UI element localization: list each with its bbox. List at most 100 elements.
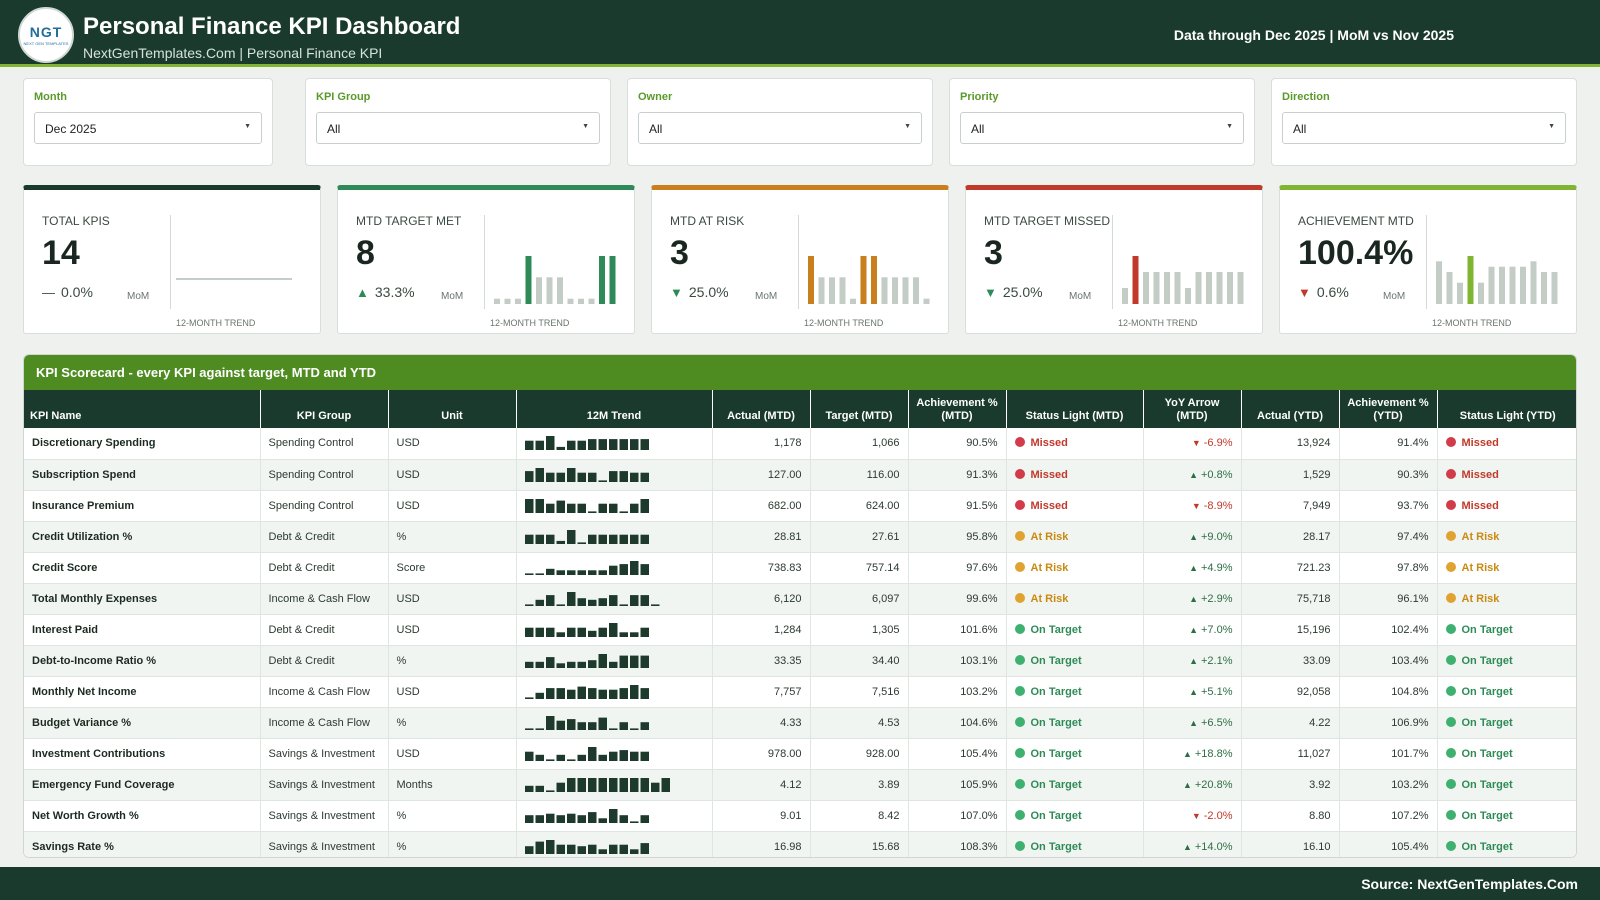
kpi-sparkline — [808, 256, 930, 304]
status-light-icon — [1445, 530, 1456, 541]
table-row[interactable]: Net Worth Growth % Savings & Investment% 9… — [24, 800, 1576, 832]
kpi-group-cell: Debt & Credit — [260, 521, 389, 553]
spark-bar — [494, 298, 500, 304]
status-ytd-cell: Missed — [1437, 459, 1576, 491]
target-mtd-cell: 928.00 — [810, 738, 909, 770]
achievement-mtd-cell: 91.3% — [908, 459, 1007, 491]
status-text: Missed — [1461, 499, 1499, 512]
kpi-value: 100.4% — [1298, 234, 1414, 272]
table-row[interactable]: Savings Rate % Savings & Investment% 16.98… — [24, 831, 1576, 857]
status-text: On Target — [1461, 716, 1513, 729]
trend-sparkline — [524, 591, 659, 606]
trend-cell — [516, 676, 713, 708]
trend-sparkline — [524, 839, 649, 854]
kpi-name-cell: Insurance Premium — [24, 490, 261, 522]
spark-bar — [1132, 256, 1139, 304]
trend-bar — [566, 467, 575, 482]
status-text: At Risk — [1461, 592, 1500, 605]
column-header[interactable]: Achievement % (YTD) — [1339, 390, 1438, 428]
yoy-cell: ▲ +0.8% — [1143, 459, 1242, 491]
table-row[interactable]: Budget Variance % Income & Cash Flow% 4.33… — [24, 707, 1576, 739]
table-row[interactable]: Credit Score Debt & Credit Score 738.83 757.… — [24, 552, 1576, 584]
achievement-ytd-cell: 96.1% — [1339, 583, 1438, 615]
achievement-ytd-cell: 97.4% — [1339, 521, 1438, 553]
table-row[interactable]: Investment Contributions Savings & Invest… — [24, 738, 1576, 770]
column-header[interactable]: Unit — [388, 390, 517, 428]
spark-bar — [1237, 272, 1244, 304]
unit-cell: USD — [388, 614, 517, 646]
column-header[interactable]: Status Light (MTD) — [1006, 390, 1144, 428]
table-row[interactable]: Interest Paid Debt & Credit USD 1,284 1,305 1… — [24, 614, 1576, 646]
direction-select[interactable]: All ▼ — [1282, 112, 1566, 144]
app-footer: Source: NextGenTemplates.Com — [0, 867, 1600, 900]
spark-bar — [504, 298, 511, 304]
target-mtd-cell: 15.68 — [810, 831, 909, 857]
table-row[interactable]: Total Monthly Expenses Income & Cash Flow… — [24, 583, 1576, 615]
month-select[interactable]: Dec 2025 ▼ — [34, 112, 262, 144]
table-row[interactable]: Emergency Fund Coverage Savings & Investm… — [24, 769, 1576, 801]
kpi-title: TOTAL KPIS — [42, 214, 110, 228]
kpi-group-select[interactable]: All ▼ — [316, 112, 600, 144]
trend-sparkline — [524, 777, 670, 792]
column-header[interactable]: Actual (YTD) — [1241, 390, 1340, 428]
kpi-name-cell: Subscription Spend — [24, 459, 261, 491]
trend-bar — [587, 630, 596, 637]
trend-bar — [608, 844, 617, 854]
filter-label: Priority — [960, 91, 999, 103]
trend-bar — [598, 754, 607, 761]
table-row[interactable]: Credit Utilization % Debt & Credit% 28.81 2… — [24, 521, 1576, 553]
trend-bar — [556, 720, 565, 730]
target-mtd-cell: 1,066 — [810, 428, 909, 460]
actual-mtd-cell: 127.00 — [712, 459, 811, 491]
target-mtd-cell: 7,516 — [810, 676, 909, 708]
trend-bar — [566, 440, 575, 451]
kpi-card: MTD TARGET MISSED 3 ▼ 25.0% MoM 12-MONTH TREN… — [965, 185, 1263, 334]
achievement-mtd-cell: 105.4% — [908, 738, 1007, 770]
table-header-row: KPI Name KPI Group Unit 12M Trend Actual… — [24, 390, 1576, 428]
column-header[interactable]: Actual (MTD) — [712, 390, 811, 428]
column-header[interactable]: 12M Trend — [516, 390, 713, 428]
trend-bar — [619, 721, 628, 730]
column-header[interactable]: YoY Arrow (MTD) — [1143, 390, 1242, 428]
trend-bar — [577, 721, 586, 730]
target-mtd-cell: 757.14 — [810, 552, 909, 584]
spark-bar — [1467, 256, 1474, 304]
arrow-up-icon: ▲ — [1189, 624, 1198, 635]
column-header[interactable]: KPI Group — [260, 390, 389, 428]
trend-bar — [608, 751, 617, 761]
trend-bar — [587, 746, 596, 761]
table-row[interactable]: Insurance Premium Spending Control USD 682.… — [24, 490, 1576, 522]
status-mtd-cell: On Target — [1006, 769, 1144, 801]
status-light-icon — [1014, 654, 1025, 665]
status-text: Missed — [1030, 468, 1068, 481]
status-mtd-cell: At Risk — [1006, 521, 1144, 553]
spark-bar — [609, 256, 616, 304]
owner-select[interactable]: All ▼ — [638, 112, 922, 144]
trend-bar — [545, 758, 554, 761]
table-row[interactable]: Debt-to-Income Ratio % Debt & Credit% 33.3… — [24, 645, 1576, 677]
achievement-ytd-cell: 105.4% — [1339, 831, 1438, 857]
kpi-title: MTD TARGET MISSED — [984, 214, 1111, 228]
table-row[interactable]: Subscription Spend Spending Control USD 127… — [24, 459, 1576, 491]
column-header[interactable]: Target (MTD) — [810, 390, 909, 428]
spark-bar — [536, 277, 542, 304]
spark-bar — [871, 256, 877, 304]
status-ytd-cell: At Risk — [1437, 521, 1576, 553]
actual-ytd-cell: 33.09 — [1241, 645, 1340, 677]
actual-ytd-cell: 75,718 — [1241, 583, 1340, 615]
spark-bar — [1457, 282, 1463, 304]
actual-ytd-cell: 13,924 — [1241, 428, 1340, 460]
column-header[interactable]: KPI Name — [24, 390, 261, 428]
trend-bar — [524, 603, 533, 606]
trend-bar — [619, 534, 628, 544]
table-row[interactable]: Discretionary Spending Spending Control US… — [24, 428, 1576, 460]
yoy-cell: ▲ +5.1% — [1143, 676, 1242, 708]
status-text: On Target — [1030, 685, 1082, 698]
chevron-down-icon: ▼ — [1548, 123, 1555, 130]
spark-bar — [818, 277, 825, 304]
kpi-divider — [798, 215, 799, 309]
column-header[interactable]: Achievement % (MTD) — [908, 390, 1007, 428]
table-row[interactable]: Monthly Net Income Income & Cash Flow USD 7… — [24, 676, 1576, 708]
priority-select[interactable]: All ▼ — [960, 112, 1244, 144]
column-header[interactable]: Status Light (YTD) — [1437, 390, 1576, 428]
